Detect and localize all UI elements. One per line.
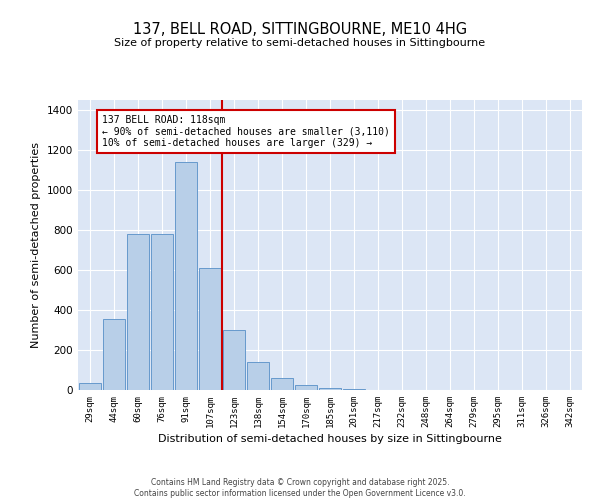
Bar [271,378,293,390]
Bar [199,268,221,390]
Bar [151,234,173,390]
Bar [103,319,125,390]
Bar [175,162,197,390]
Text: 137, BELL ROAD, SITTINGBOURNE, ME10 4HG: 137, BELL ROAD, SITTINGBOURNE, ME10 4HG [133,22,467,38]
Bar [343,389,365,390]
Bar [127,234,149,390]
Bar [223,330,245,390]
X-axis label: Distribution of semi-detached houses by size in Sittingbourne: Distribution of semi-detached houses by … [158,434,502,444]
Bar [79,383,101,390]
Bar [319,388,341,390]
Text: Contains HM Land Registry data © Crown copyright and database right 2025.
Contai: Contains HM Land Registry data © Crown c… [134,478,466,498]
Y-axis label: Number of semi-detached properties: Number of semi-detached properties [31,142,41,348]
Bar [295,385,317,390]
Bar [247,362,269,390]
Text: Size of property relative to semi-detached houses in Sittingbourne: Size of property relative to semi-detach… [115,38,485,48]
Text: 137 BELL ROAD: 118sqm
← 90% of semi-detached houses are smaller (3,110)
10% of s: 137 BELL ROAD: 118sqm ← 90% of semi-deta… [102,115,390,148]
